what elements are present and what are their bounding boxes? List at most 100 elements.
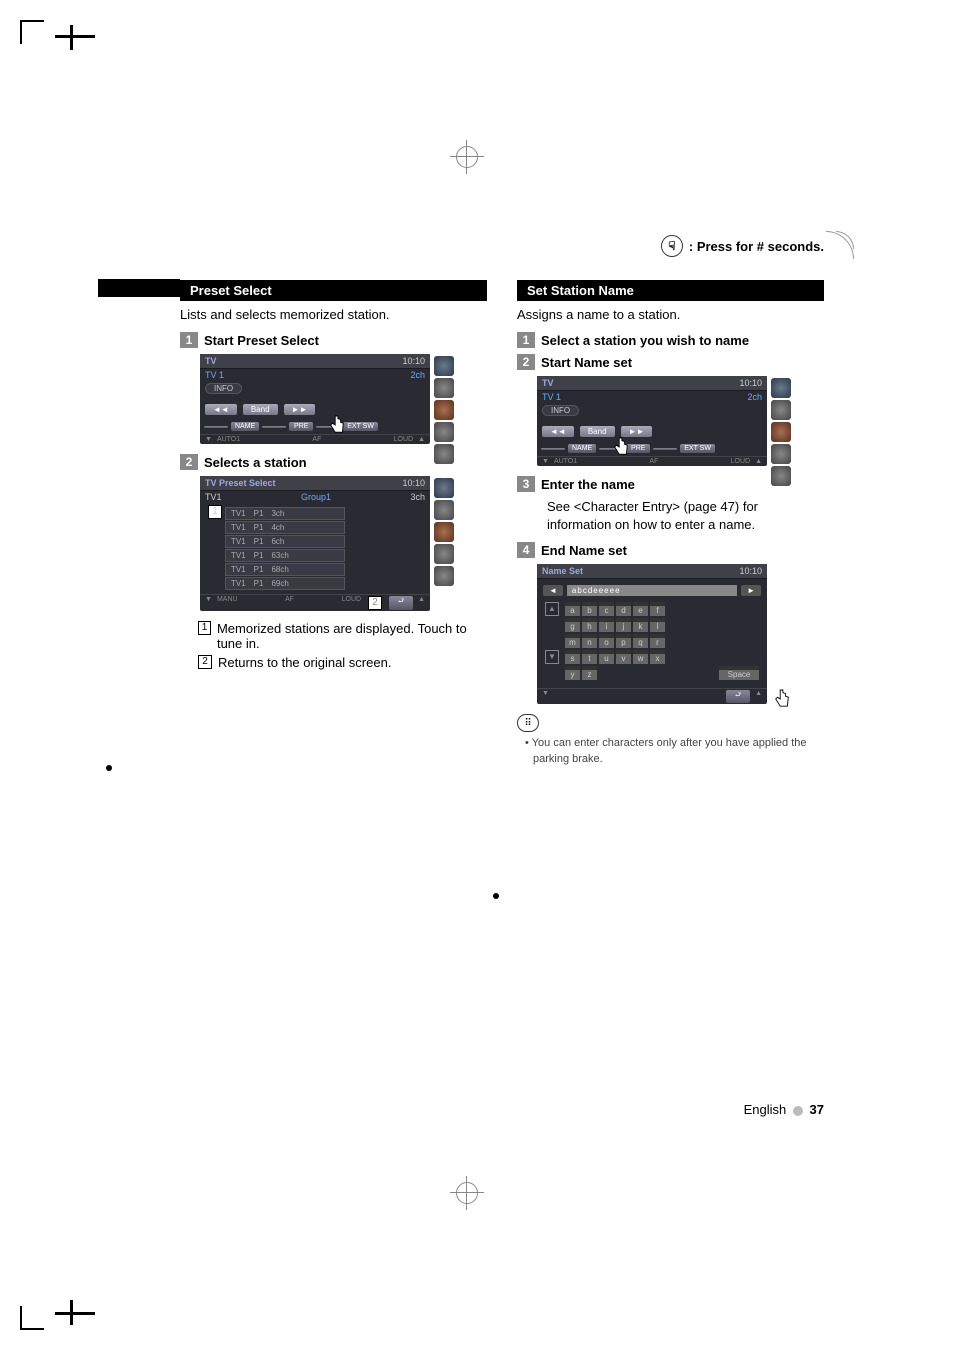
key[interactable]: b	[582, 602, 597, 616]
explain-2: 2 Returns to the original screen.	[198, 655, 487, 670]
foot-button[interactable]	[316, 426, 340, 428]
name-button[interactable]: NAME	[231, 422, 259, 431]
preset-row[interactable]: TV1P169ch	[225, 577, 345, 590]
key[interactable]: v	[616, 650, 631, 664]
info-button[interactable]: INFO	[205, 383, 242, 394]
key[interactable]: m	[565, 634, 580, 648]
next-button[interactable]: ►►	[284, 404, 316, 415]
tv-label: TV1	[205, 492, 222, 502]
key[interactable]: l	[650, 618, 665, 632]
key[interactable]: p	[616, 634, 631, 648]
step-4: 4 End Name set	[517, 542, 824, 558]
key[interactable]: r	[650, 634, 665, 648]
screen-title: TV	[205, 356, 217, 366]
step-label: Enter the name	[541, 477, 635, 492]
key[interactable]: t	[582, 650, 597, 664]
screen-time: 10:10	[402, 478, 425, 488]
tv-ch-num: 2ch	[747, 392, 762, 402]
pre-button[interactable]: PRE	[289, 422, 313, 431]
key[interactable]: c	[599, 602, 614, 616]
preset-row[interactable]: TV1P14ch	[225, 521, 345, 534]
callout-1: 1	[208, 505, 222, 519]
name-button[interactable]: NAME	[568, 444, 596, 453]
intro-text: Assigns a name to a station.	[517, 307, 824, 322]
key[interactable]: o	[599, 634, 614, 648]
foot-button[interactable]	[541, 448, 565, 450]
callout-2: 2	[368, 596, 382, 610]
key[interactable]: n	[582, 634, 597, 648]
preset-row[interactable]: TV1P168ch	[225, 563, 345, 576]
status-loud: LOUD	[394, 436, 413, 443]
key[interactable]: z	[582, 666, 597, 680]
key[interactable]: y	[565, 666, 580, 680]
key[interactable]: f	[650, 602, 665, 616]
step-num: 1	[517, 332, 535, 348]
key[interactable]: u	[599, 650, 614, 664]
band-button[interactable]: Band	[580, 426, 615, 437]
key[interactable]: h	[582, 618, 597, 632]
tv-channel: TV 1	[205, 370, 224, 380]
key[interactable]: d	[616, 602, 631, 616]
screen-time: 10:10	[402, 356, 425, 366]
info-button[interactable]: INFO	[542, 405, 579, 416]
nameset-keyboard-screen: Name Set 10:10 ◄ abcdeeeee ► ▲ a b c d e	[537, 564, 767, 704]
globe-icon	[771, 422, 791, 442]
preset-row[interactable]: TV1P16ch	[225, 535, 345, 548]
key[interactable]: j	[616, 618, 631, 632]
status-manu: MANU	[217, 596, 238, 610]
step-2: 2 Start Name set	[517, 354, 824, 370]
next-button[interactable]: ►►	[621, 426, 653, 437]
pre-button[interactable]: PRE	[626, 444, 650, 453]
step-1: 1 Select a station you wish to name	[517, 332, 824, 348]
kb-right-button[interactable]: ►	[741, 585, 761, 596]
screen-time: 10:10	[739, 566, 762, 576]
extsw-button[interactable]: EXT SW	[343, 422, 378, 431]
foot-button[interactable]	[599, 448, 623, 450]
key[interactable]: s	[565, 650, 580, 664]
status-loud: LOUD	[342, 596, 361, 610]
down-button[interactable]: ▼	[545, 650, 559, 664]
key[interactable]: i	[599, 618, 614, 632]
key[interactable]: q	[633, 634, 648, 648]
ch-label: 3ch	[410, 492, 425, 502]
extsw-button[interactable]: EXT SW	[680, 444, 715, 453]
globe-icon	[434, 522, 454, 542]
preset-row[interactable]: TV1P13ch	[225, 507, 345, 520]
kb-left-button[interactable]: ◄	[543, 585, 563, 596]
page-footer: English 37	[744, 1102, 824, 1117]
callout-ref-2: 2	[198, 655, 212, 669]
header-note: ☟ : Press for # seconds.	[661, 235, 824, 257]
section-title: Set Station Name	[517, 280, 824, 301]
step-label: End Name set	[541, 543, 627, 558]
tv-screen-preset: TV 10:10 TV 1 2ch INFO ◄◄ Band ►► NAME P…	[200, 354, 430, 444]
status-loud: LOUD	[731, 458, 750, 465]
return-button[interactable]: ⮐	[389, 596, 413, 610]
foot-button[interactable]	[204, 426, 228, 428]
side-icon	[434, 566, 454, 586]
foot-button[interactable]	[653, 448, 677, 450]
key[interactable]: g	[565, 618, 580, 632]
side-icon	[434, 378, 454, 398]
footer-dot-icon	[793, 1106, 803, 1116]
space-key[interactable]: Space	[719, 666, 759, 680]
status-auto: AUTO1	[217, 436, 240, 443]
key[interactable]: x	[650, 650, 665, 664]
left-column: Preset Select Lists and selects memorize…	[180, 280, 487, 767]
prev-button[interactable]: ◄◄	[542, 426, 574, 437]
foot-button[interactable]	[262, 426, 286, 428]
side-icon	[434, 500, 454, 520]
key[interactable]: w	[633, 650, 648, 664]
key[interactable]: e	[633, 602, 648, 616]
return-button[interactable]: ⮐	[726, 690, 750, 703]
prev-button[interactable]: ◄◄	[205, 404, 237, 415]
preset-row[interactable]: TV1P163ch	[225, 549, 345, 562]
key[interactable]: k	[633, 618, 648, 632]
globe-icon	[434, 400, 454, 420]
status-auto: AUTO1	[554, 458, 577, 465]
key[interactable]: a	[565, 602, 580, 616]
preset-list-screen: TV Preset Select 10:10 TV1 Group1 3ch 1 …	[200, 476, 430, 611]
step-num: 1	[180, 332, 198, 348]
section-title: Preset Select	[180, 280, 487, 301]
band-button[interactable]: Band	[243, 404, 278, 415]
up-button[interactable]: ▲	[545, 602, 559, 616]
